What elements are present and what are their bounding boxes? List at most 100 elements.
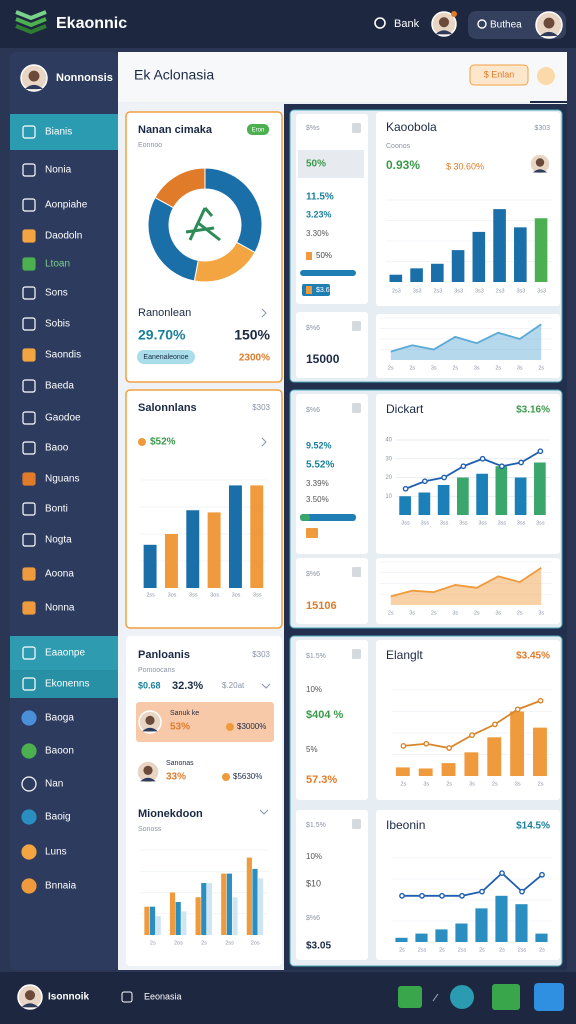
bar — [155, 916, 161, 935]
nav-item[interactable]: Sobis — [45, 319, 70, 330]
nav-item[interactable]: Baoig — [45, 812, 71, 823]
x-tick-label: 3s — [495, 610, 501, 616]
x-tick-label: 2ss — [458, 947, 467, 953]
mini-stat: $1.5% — [306, 653, 326, 660]
chart-corner: $3.16% — [516, 405, 550, 416]
nav-item[interactable]: Aonpiahe — [45, 200, 88, 211]
action-button[interactable] — [534, 983, 564, 1011]
logo-icon — [15, 10, 47, 21]
nav-item[interactable]: Baoo — [45, 443, 69, 454]
mini-stat: $%6 — [306, 915, 320, 922]
x-tick-label: 2s — [431, 610, 437, 616]
bar — [457, 477, 469, 515]
y-tick-label: 40 — [385, 438, 392, 444]
x-tick-label: 3s — [515, 781, 521, 787]
x-tick-label: 2s — [399, 947, 405, 953]
chart-title: Dickart — [386, 402, 424, 416]
nav-item[interactable]: Ekonenns — [45, 679, 89, 690]
x-tick-label: 2os — [174, 940, 183, 946]
header-icon — [537, 67, 555, 85]
nav-item[interactable]: Nogta — [45, 535, 72, 546]
avatar-head — [438, 17, 450, 28]
mini-stat: 5.52% — [306, 460, 334, 471]
nav-item[interactable]: Saondis — [45, 350, 81, 361]
card-title: Nanan cimaka — [138, 124, 213, 136]
chart-card — [376, 314, 560, 378]
bar — [514, 477, 527, 515]
nav-item[interactable]: Nan — [45, 779, 63, 790]
nav-icon — [21, 809, 37, 825]
mini-stat: 50% — [306, 159, 326, 170]
y-tick-label: 30 — [385, 456, 392, 462]
header-button[interactable] — [469, 64, 529, 86]
nav-item[interactable]: Eaaonpe — [45, 648, 85, 659]
nav-item[interactable]: Baeda — [45, 381, 74, 392]
action-button[interactable] — [492, 984, 520, 1010]
line — [390, 566, 542, 598]
nav-item[interactable]: Sons — [45, 288, 68, 299]
nav-item[interactable]: Aoona — [45, 569, 74, 580]
nav-item[interactable]: Ltoan — [45, 259, 70, 270]
x-tick-label: 2s — [539, 947, 545, 953]
action-button[interactable] — [398, 986, 422, 1008]
progress-start — [300, 514, 310, 521]
nav-item[interactable]: Baoon — [45, 746, 74, 757]
bar — [399, 496, 411, 515]
person-name: Sanonas — [166, 760, 194, 767]
nav-item[interactable]: Nonna — [45, 603, 75, 614]
avatar-body — [539, 31, 559, 37]
nav-item[interactable]: Daodoln — [45, 231, 82, 242]
nav-icon — [22, 198, 36, 212]
bottom-user: Isonnoik — [48, 992, 90, 1003]
point — [400, 743, 407, 749]
bar — [201, 883, 207, 935]
point — [537, 697, 544, 704]
x-tick-label: 2s — [401, 781, 407, 787]
x-tick-label: 3ss — [459, 520, 468, 526]
bar — [535, 933, 548, 942]
bar — [395, 767, 410, 776]
x-tick-label: 2s — [538, 365, 544, 371]
x-tick-label: 3ss — [440, 520, 449, 526]
mini-stat: 15106 — [306, 600, 337, 612]
nav-item[interactable]: Bnnaia — [45, 881, 77, 892]
mini-stat: $%6 — [306, 407, 320, 414]
nav-icon — [22, 533, 36, 547]
mini-stat: 3.30% — [306, 229, 329, 238]
point — [460, 463, 467, 470]
chart-title: Ibeonin — [386, 818, 425, 832]
mini-stat: $%6 — [306, 571, 320, 578]
page-title: Ek Aclonasia — [134, 67, 214, 83]
nav-item[interactable]: Luns — [45, 847, 67, 858]
nav-item[interactable]: Bianis — [45, 127, 72, 138]
person-value: $3000% — [237, 722, 266, 731]
x-tick-label: 2s — [492, 781, 498, 787]
avatar-body — [142, 727, 158, 732]
nav-item[interactable]: Baoga — [45, 713, 74, 724]
donut-segment — [154, 167, 206, 209]
nav-icon — [21, 844, 37, 860]
stat: 2300% — [239, 353, 270, 364]
notification-dot — [451, 11, 457, 17]
avatar-head — [543, 17, 555, 29]
row-stat: 32.3% — [172, 680, 203, 692]
action-button[interactable] — [450, 985, 474, 1009]
card-subtitle: Pomoocans — [138, 667, 175, 674]
nav-item[interactable]: Bonti — [45, 504, 68, 515]
card — [125, 111, 283, 383]
nav-item[interactable]: Nguans — [45, 474, 79, 485]
nav-item[interactable]: Gaodoe — [45, 413, 81, 424]
account-search — [477, 19, 487, 29]
x-tick-label: 2s — [388, 365, 394, 371]
highlight — [298, 150, 364, 178]
x-tick-label: 3ss — [498, 520, 507, 526]
nav-section-active — [10, 670, 118, 698]
x-tick-label: 3s — [452, 610, 458, 616]
bar — [514, 227, 527, 282]
search-label[interactable]: Bank — [394, 18, 420, 30]
nav-icon — [22, 348, 36, 362]
x-tick-label: 3ss — [536, 520, 545, 526]
card-label: Ranonlean — [138, 307, 191, 319]
bar — [472, 231, 486, 282]
nav-item[interactable]: Nonia — [45, 165, 72, 176]
